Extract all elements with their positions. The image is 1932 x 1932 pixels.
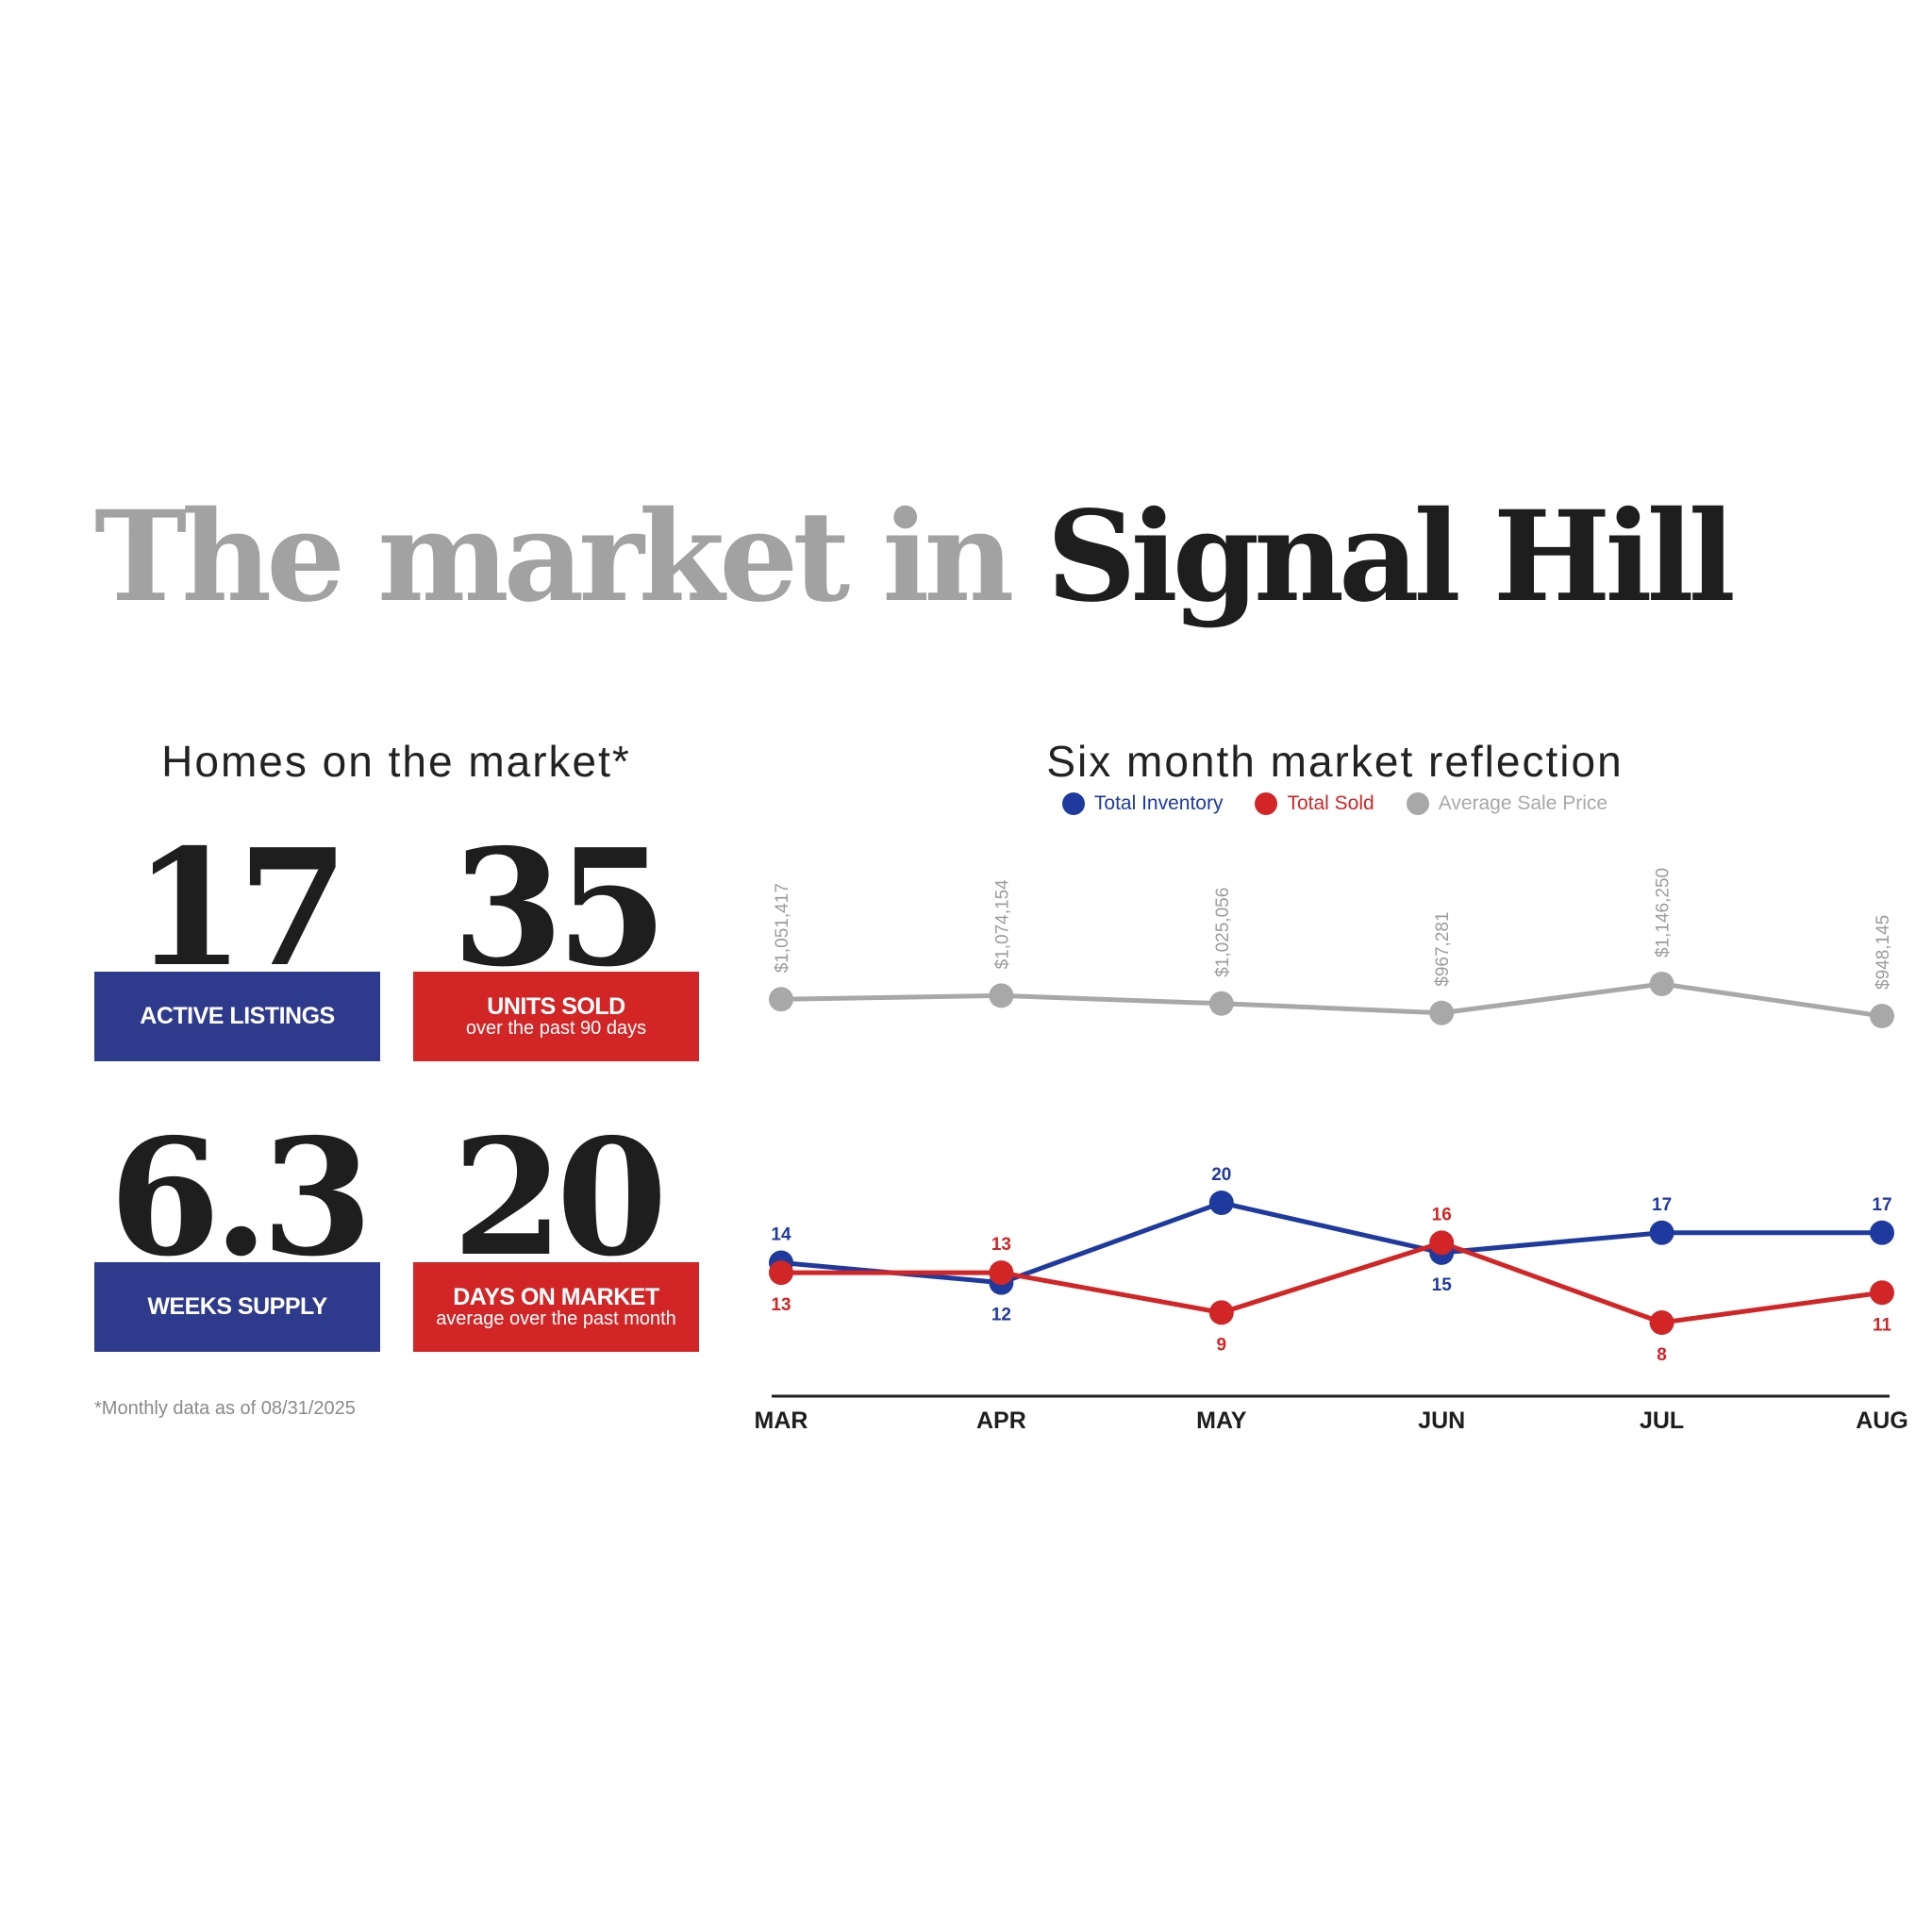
units-sold-label: UNITS SOLD bbox=[487, 992, 625, 1020]
sold-data-label: 9 bbox=[1217, 1335, 1227, 1355]
units-sold-box: UNITS SOLD over the past 90 days bbox=[413, 972, 699, 1061]
active-listings-box: ACTIVE LISTINGS bbox=[94, 972, 380, 1061]
price-data-label: $1,074,154 bbox=[992, 879, 1012, 970]
x-tick-label: APR bbox=[976, 1407, 1026, 1434]
inventory-line bbox=[780, 1200, 1882, 1286]
weeks-supply-value: 6.3 bbox=[108, 1104, 374, 1292]
price-data-label: $967,281 bbox=[1433, 911, 1453, 986]
x-tick-label: JUL bbox=[1640, 1407, 1684, 1434]
x-tick-label: MAY bbox=[1196, 1407, 1247, 1434]
price-point bbox=[769, 987, 793, 1012]
sold-line bbox=[781, 1240, 1883, 1325]
page-title: The market in Signal Hill bbox=[94, 495, 1736, 620]
days-on-market-value: 20 bbox=[452, 1104, 668, 1292]
price-point bbox=[1429, 1000, 1455, 1025]
footnote: *Monthly data as of 08/31/2025 bbox=[94, 1398, 356, 1419]
weeks-supply-box: WEEKS SUPPLY bbox=[94, 1262, 380, 1352]
legend-dot-price bbox=[1406, 792, 1429, 815]
inventory-data-label: 14 bbox=[771, 1225, 791, 1245]
legend-label-price: Average Sale Price bbox=[1438, 792, 1608, 814]
legend-label-sold: Total Sold bbox=[1287, 792, 1374, 814]
sold-point bbox=[1429, 1230, 1455, 1256]
units-sold-sub: over the past 90 days bbox=[465, 1018, 647, 1040]
x-tick-label: JUN bbox=[1418, 1407, 1465, 1434]
inventory-data-label: 15 bbox=[1432, 1275, 1453, 1295]
days-on-market-label: DAYS ON MARKET bbox=[453, 1283, 659, 1310]
sold-data-label: 8 bbox=[1657, 1345, 1667, 1365]
price-line bbox=[780, 981, 1883, 1019]
legend-item-sold: Total Sold bbox=[1255, 792, 1374, 815]
sold-point bbox=[1870, 1280, 1894, 1306]
active-listings-value: 17 bbox=[133, 814, 349, 1003]
inventory-data-label: 12 bbox=[991, 1306, 1011, 1325]
price-point bbox=[989, 983, 1014, 1008]
sold-point bbox=[1649, 1310, 1674, 1335]
price-point bbox=[1649, 972, 1674, 996]
price-data-label: $1,146,250 bbox=[1654, 868, 1674, 958]
sold-point bbox=[769, 1260, 793, 1286]
price-point bbox=[1870, 1004, 1894, 1028]
six-month-heading: Six month market reflection bbox=[1046, 737, 1624, 786]
title-prefix: The market in bbox=[94, 484, 1047, 630]
units-sold-value: 35 bbox=[452, 814, 668, 1003]
inventory-data-label: 20 bbox=[1211, 1165, 1231, 1185]
legend-label-inventory: Total Inventory bbox=[1093, 792, 1224, 814]
inventory-point bbox=[1649, 1220, 1674, 1245]
inventory-point bbox=[1870, 1220, 1894, 1245]
legend-item-inventory: Total Inventory bbox=[1061, 792, 1224, 815]
sold-data-label: 13 bbox=[771, 1295, 791, 1315]
legend-dot-inventory bbox=[1061, 792, 1085, 815]
price-point bbox=[1208, 991, 1234, 1016]
homes-on-market-heading: Homes on the market* bbox=[161, 737, 631, 786]
legend-item-price: Average Sale Price bbox=[1406, 792, 1608, 815]
sold-point bbox=[989, 1260, 1014, 1286]
active-listings-label: ACTIVE LISTINGS bbox=[140, 1003, 335, 1030]
days-on-market-box: DAYS ON MARKET average over the past mon… bbox=[413, 1262, 699, 1352]
x-tick-label: MAR bbox=[755, 1407, 808, 1434]
chart-legend: Total Inventory Total Sold Average Sale … bbox=[774, 792, 1896, 815]
inventory-point bbox=[1208, 1191, 1234, 1215]
days-on-market-sub: average over the past month bbox=[436, 1308, 676, 1330]
sold-point bbox=[1208, 1300, 1234, 1325]
inventory-data-label: 17 bbox=[1872, 1195, 1891, 1215]
weeks-supply-label: WEEKS SUPPLY bbox=[147, 1293, 327, 1321]
sold-data-label: 11 bbox=[1873, 1315, 1892, 1335]
x-tick-label: AUG bbox=[1856, 1407, 1908, 1434]
sold-data-label: 16 bbox=[1432, 1205, 1452, 1224]
legend-dot-sold bbox=[1255, 792, 1278, 815]
price-data-label: $948,145 bbox=[1874, 915, 1893, 990]
title-location: Signal Hill bbox=[1046, 484, 1736, 630]
price-data-label: $1,051,417 bbox=[773, 883, 792, 973]
price-data-label: $1,025,056 bbox=[1213, 888, 1233, 977]
inventory-data-label: 17 bbox=[1652, 1195, 1672, 1215]
sold-data-label: 13 bbox=[991, 1235, 1011, 1255]
